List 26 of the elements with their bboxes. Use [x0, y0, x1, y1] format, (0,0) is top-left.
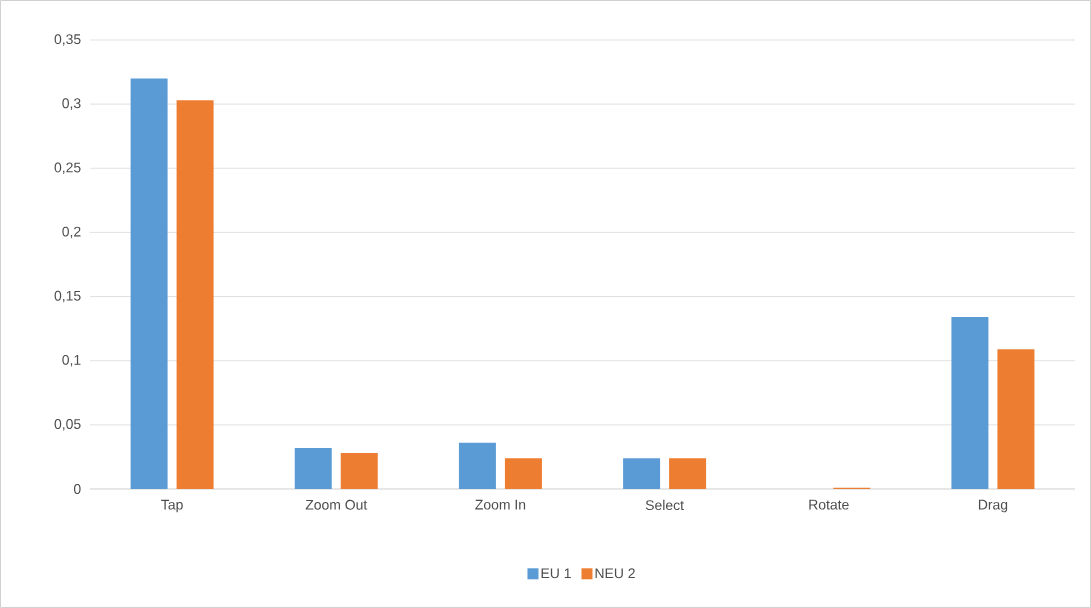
bar	[294, 447, 332, 489]
bar	[504, 458, 542, 489]
legend-label: EU 1	[541, 568, 571, 579]
x-tick-label: Drag	[978, 499, 1008, 513]
bar	[951, 317, 989, 489]
y-tick-label: 0,05	[54, 419, 81, 431]
bar	[130, 78, 168, 489]
x-tick-label: Zoom Out	[305, 499, 368, 510]
bar	[623, 458, 661, 489]
x-tick-label: Zoom In	[475, 499, 526, 510]
y-tick-label: 0,3	[62, 98, 81, 110]
bar	[458, 442, 496, 489]
x-tick-label: Select	[645, 499, 684, 511]
y-tick-label: 0	[73, 484, 81, 494]
y-tick-label: 0,2	[62, 226, 81, 239]
bar	[997, 349, 1035, 489]
y-tick-label: 0,15	[54, 290, 81, 303]
x-tick-label: Rotate	[809, 499, 849, 510]
y-tick-label: 0,35	[54, 34, 81, 46]
legend-label: NEU 2	[595, 568, 635, 579]
y-tick-label: 0,1	[62, 354, 81, 367]
bar	[176, 100, 214, 489]
y-tick-label: 0,25	[54, 162, 81, 175]
bar	[340, 453, 378, 489]
x-tick-label: Tap	[161, 499, 183, 513]
bar	[669, 458, 707, 489]
